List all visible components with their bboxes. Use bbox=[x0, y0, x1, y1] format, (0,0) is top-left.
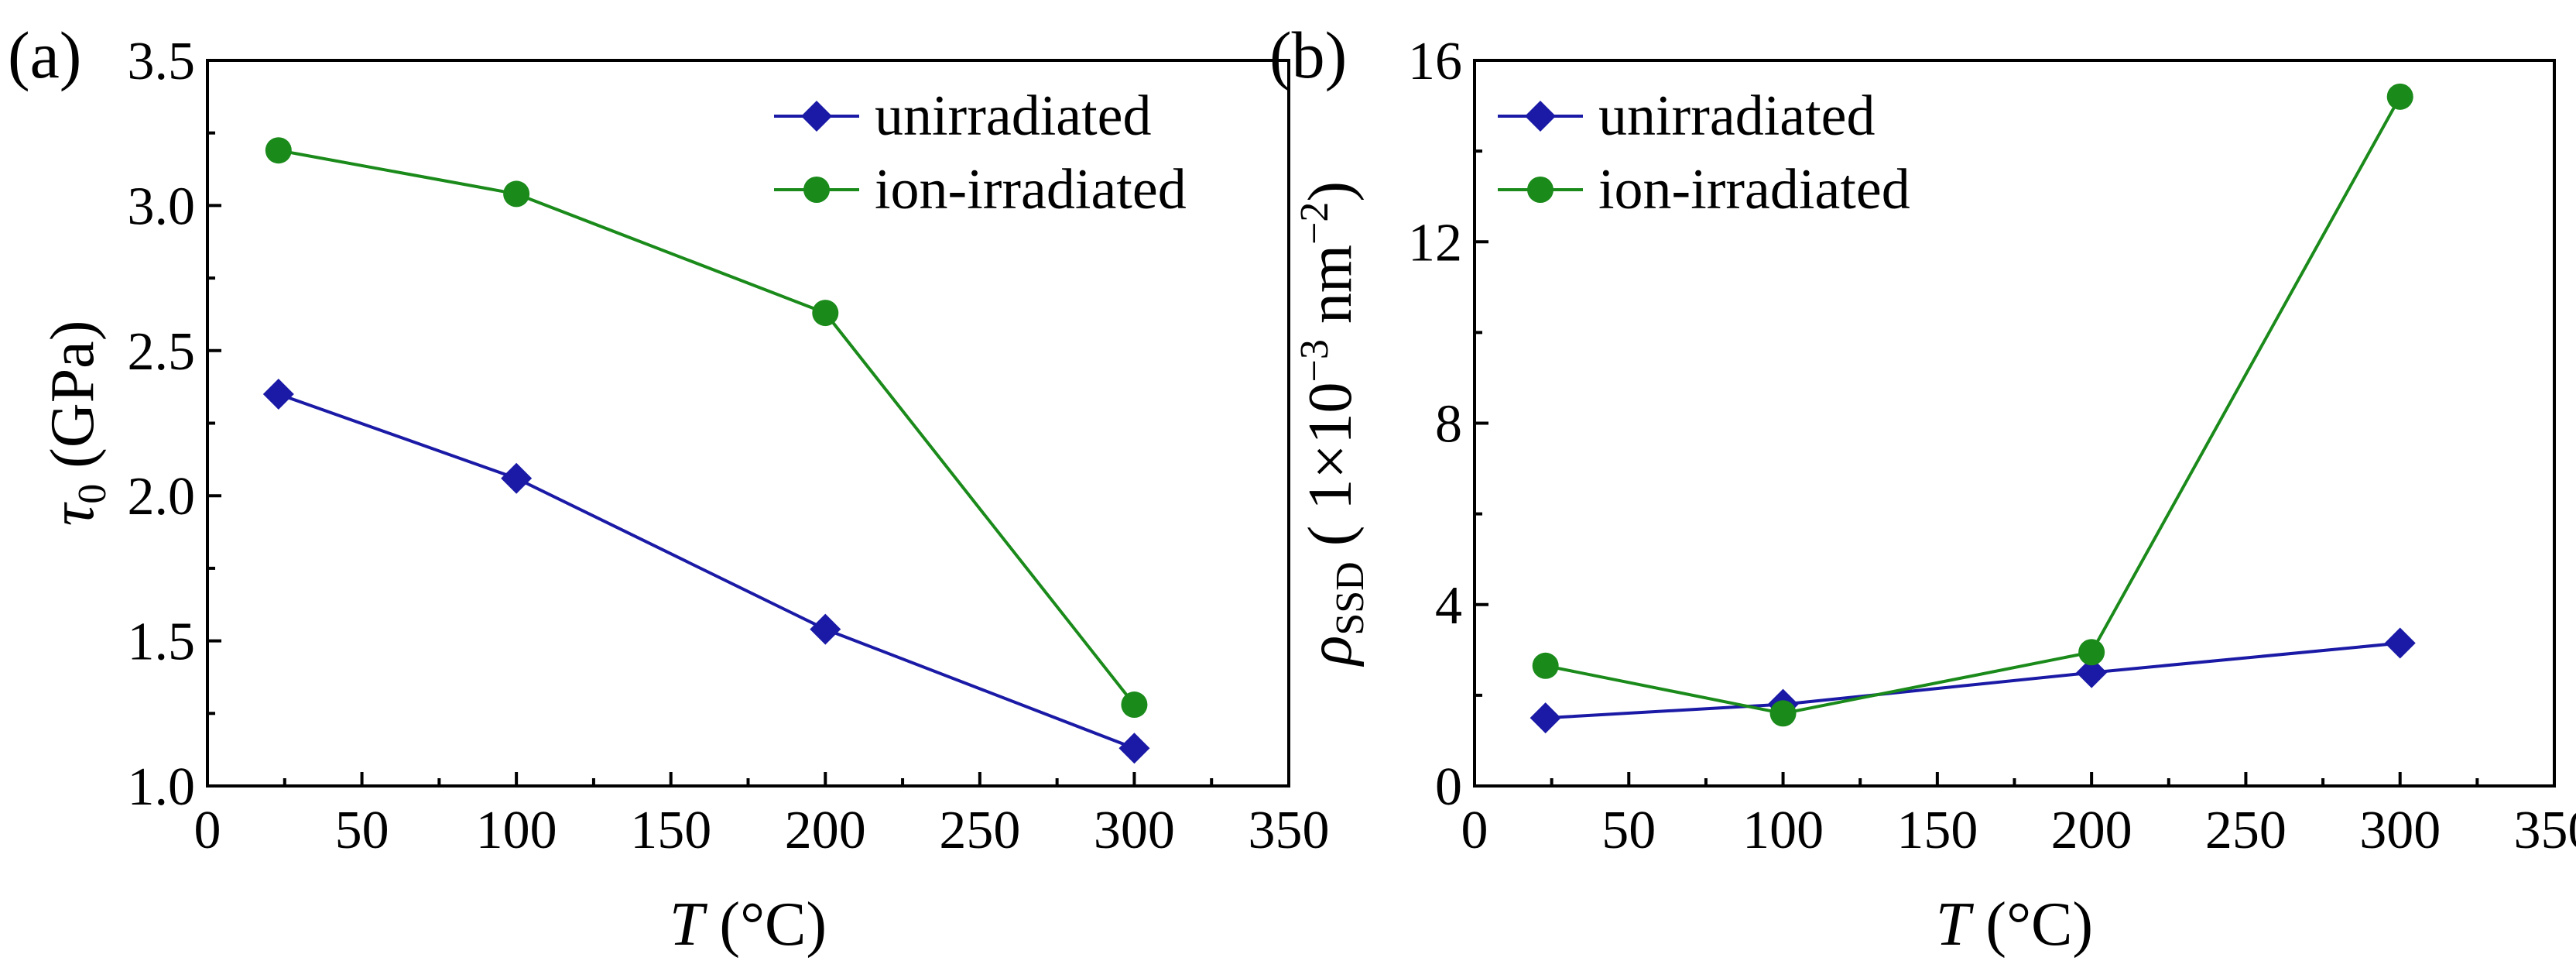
legend-marker bbox=[801, 101, 832, 132]
y-tick-label: 3.5 bbox=[128, 32, 196, 91]
data-point-ion-irradiated bbox=[812, 300, 839, 327]
y-tick-label: 2.0 bbox=[128, 467, 196, 527]
x-axis-label: T (°C) bbox=[1936, 890, 2093, 959]
y-tick-label: 0 bbox=[1435, 757, 1462, 817]
y-tick-label: 8 bbox=[1435, 395, 1462, 455]
y-tick-label: 4 bbox=[1435, 576, 1462, 636]
x-tick-label: 50 bbox=[1601, 801, 1656, 860]
y-tick-label: 3.0 bbox=[128, 177, 196, 236]
legend-label: ion-irradiated bbox=[1598, 158, 1910, 221]
series-unirradiated bbox=[262, 379, 1150, 764]
series-line-unirradiated bbox=[278, 393, 1136, 750]
data-point-ion-irradiated bbox=[503, 180, 530, 208]
legend-marker bbox=[1527, 177, 1553, 203]
data-point-ion-irradiated bbox=[1532, 652, 1559, 679]
data-point-unirradiated bbox=[1118, 733, 1150, 764]
y-tick-label: 16 bbox=[1408, 32, 1462, 91]
legend-entry-unirradiated: unirradiated bbox=[1498, 84, 1875, 148]
x-tick-label: 350 bbox=[2514, 801, 2576, 860]
data-point-ion-irradiated bbox=[1769, 700, 1797, 727]
x-tick-label: 100 bbox=[1742, 801, 1824, 860]
x-tick-label: 300 bbox=[1094, 801, 1175, 860]
data-point-ion-irradiated bbox=[265, 137, 292, 164]
data-point-unirradiated bbox=[1530, 702, 1561, 734]
x-tick-label: 150 bbox=[630, 801, 711, 860]
x-tick-label: 0 bbox=[1461, 801, 1488, 860]
data-point-unirradiated bbox=[501, 462, 533, 494]
legend-marker bbox=[803, 177, 830, 203]
panel-a: 0 50 100 150 200 250 300 350 1.0 1.5 2.0 2.5 3.0 3.5 T… bbox=[8, 18, 1330, 959]
x-tick-label: 150 bbox=[1896, 801, 1978, 860]
x-tick-label: 200 bbox=[785, 801, 866, 860]
y-tick-label: 1.5 bbox=[128, 613, 196, 672]
y-tick-label: 12 bbox=[1408, 213, 1462, 273]
legend-label: unirradiated bbox=[1598, 84, 1875, 148]
series-line-unirradiated bbox=[1545, 641, 2400, 720]
series-ion-irradiated bbox=[1532, 83, 2413, 727]
data-point-unirradiated bbox=[2076, 657, 2108, 688]
y-tick-label: 2.5 bbox=[128, 322, 196, 382]
panel-b: 0 50 100 150 200 250 300 350 0 4 8 12 16 T (°C) ρSSD (… bbox=[1269, 18, 2576, 959]
data-point-unirradiated bbox=[2384, 627, 2416, 659]
series-unirradiated bbox=[1530, 627, 2416, 734]
series-line-ion-irradiated bbox=[278, 149, 1136, 706]
x-tick-label: 100 bbox=[476, 801, 557, 860]
y-tick-label: 1.0 bbox=[128, 757, 196, 817]
legend-entry-ion-irradiated: ion-irradiated bbox=[1498, 158, 1910, 221]
panel-label: (b) bbox=[1269, 18, 1347, 92]
x-tick-label: 250 bbox=[2205, 801, 2287, 860]
y-axis-label: ρSSD ( 1×10−3 nm−2) bbox=[1293, 181, 1372, 667]
data-point-ion-irradiated bbox=[2386, 83, 2413, 110]
y-axis-label: τ0 (GPa) bbox=[39, 321, 115, 527]
x-tick-label: 250 bbox=[939, 801, 1020, 860]
x-tick-label: 350 bbox=[1249, 801, 1330, 860]
legend-marker bbox=[1525, 101, 1556, 132]
x-axis-label: T (°C) bbox=[670, 890, 827, 959]
x-tick-label: 200 bbox=[2051, 801, 2132, 860]
data-point-unirradiated bbox=[810, 613, 841, 645]
data-point-ion-irradiated bbox=[1121, 691, 1148, 719]
data-point-ion-irradiated bbox=[2078, 639, 2105, 666]
legend-entry-unirradiated: unirradiated bbox=[774, 84, 1152, 148]
x-tick-label: 0 bbox=[194, 801, 221, 860]
legend-entry-ion-irradiated: ion-irradiated bbox=[774, 158, 1187, 221]
x-tick-label: 300 bbox=[2359, 801, 2441, 860]
series-ion-irradiated bbox=[265, 137, 1148, 719]
legend-label: ion-irradiated bbox=[875, 158, 1187, 221]
x-tick-label: 50 bbox=[335, 801, 389, 860]
panel-label: (a) bbox=[8, 18, 81, 92]
series-line-ion-irradiated bbox=[1545, 95, 2402, 715]
data-point-unirradiated bbox=[262, 379, 294, 410]
legend-label: unirradiated bbox=[875, 84, 1152, 148]
